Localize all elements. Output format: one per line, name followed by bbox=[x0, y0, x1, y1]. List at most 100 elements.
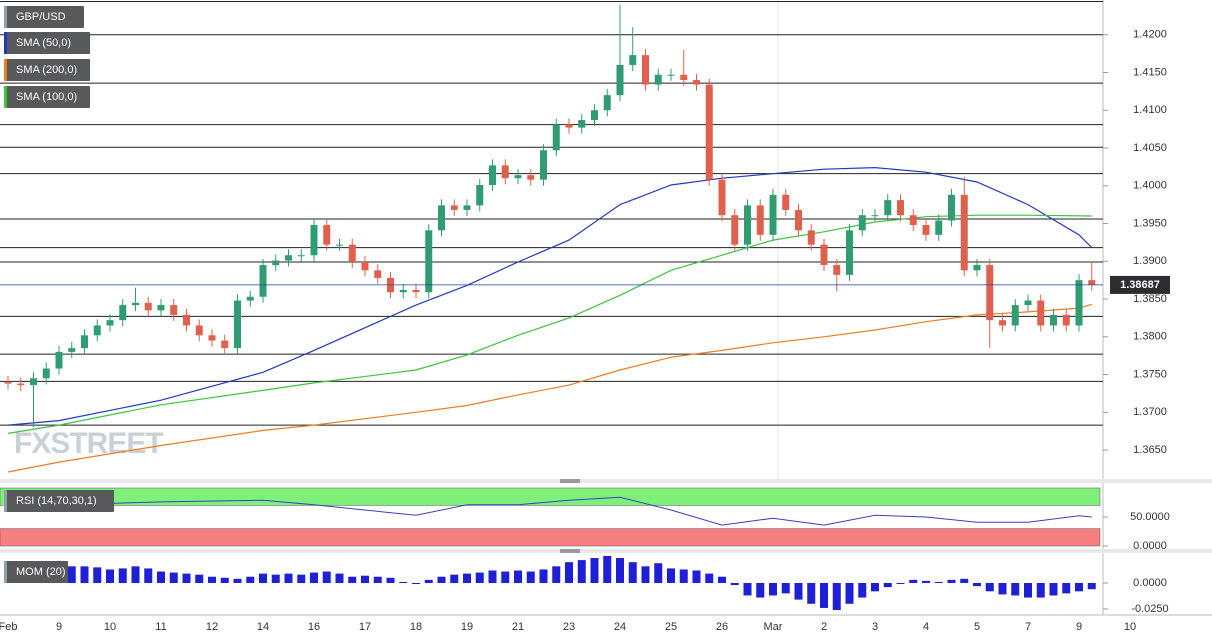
sma-line bbox=[7, 303, 1092, 473]
mom-bar bbox=[756, 582, 765, 598]
y-tick-label: 1.4000 bbox=[1133, 180, 1167, 192]
candle-body bbox=[68, 348, 76, 352]
mom-bar bbox=[182, 573, 191, 583]
mom-bar bbox=[1011, 582, 1020, 596]
candle-body bbox=[999, 320, 1006, 326]
candle-body bbox=[922, 225, 930, 235]
mom-bar bbox=[348, 576, 357, 583]
x-tick-label: 3 bbox=[872, 621, 878, 633]
mom-bar bbox=[208, 576, 216, 583]
y-tick-label: 1.3750 bbox=[1133, 368, 1167, 380]
x-tick-label: 9 bbox=[56, 621, 62, 633]
candle-body bbox=[514, 175, 522, 179]
candle-body bbox=[935, 220, 943, 235]
x-tick-label: 10 bbox=[104, 621, 116, 633]
candle-body bbox=[871, 215, 879, 217]
x-tick-label: 19 bbox=[461, 621, 473, 633]
candle-body bbox=[565, 124, 573, 128]
mom-bar bbox=[67, 566, 76, 583]
mom-bar bbox=[1049, 582, 1058, 596]
candle-body bbox=[680, 74, 688, 81]
legend-box bbox=[4, 490, 114, 512]
mom-bar bbox=[820, 582, 828, 608]
candle-body bbox=[1062, 314, 1070, 326]
mom-bar bbox=[922, 580, 930, 583]
candle-body bbox=[820, 244, 828, 266]
candle-body bbox=[157, 305, 165, 311]
mom-bar bbox=[501, 571, 510, 583]
mom-bar bbox=[577, 560, 586, 583]
mom-bar bbox=[552, 566, 561, 583]
legend-label: SMA (200,0) bbox=[16, 64, 77, 76]
mom-bar bbox=[679, 569, 688, 583]
candle-body bbox=[297, 255, 305, 257]
legend-label: SMA (50,0) bbox=[16, 37, 71, 49]
panel-grip bbox=[560, 479, 580, 483]
legend-swatch bbox=[4, 32, 7, 54]
candle-body bbox=[858, 215, 866, 231]
mom-bar bbox=[424, 579, 433, 583]
candle-body bbox=[399, 289, 407, 293]
mom-bar bbox=[195, 574, 204, 583]
mom-bar bbox=[641, 566, 650, 583]
legend-label: RSI (14,70,30,1) bbox=[16, 495, 97, 507]
mom-bar bbox=[947, 579, 956, 583]
candle-body bbox=[884, 200, 892, 216]
mom-bar bbox=[297, 574, 306, 583]
mom-bar bbox=[845, 582, 854, 604]
mom-bar bbox=[310, 572, 318, 583]
candle-body bbox=[667, 74, 675, 76]
candle-body bbox=[234, 300, 241, 349]
x-tick-label: 14 bbox=[257, 621, 269, 633]
mom-bar bbox=[233, 578, 242, 583]
candle-body bbox=[909, 215, 917, 226]
x-tick-label: 12 bbox=[206, 621, 218, 633]
panel-divider bbox=[0, 549, 1212, 553]
candle-body bbox=[616, 64, 624, 96]
candle-body bbox=[272, 260, 280, 266]
candle-body bbox=[1075, 280, 1083, 326]
candle-body bbox=[81, 335, 88, 349]
rsi-band bbox=[0, 528, 1101, 547]
candle-body bbox=[591, 110, 598, 121]
mom-bar bbox=[769, 582, 777, 596]
y-tick-label: 1.3650 bbox=[1133, 444, 1167, 456]
candle-body bbox=[310, 225, 318, 256]
legend-box bbox=[4, 86, 90, 108]
mom-bar bbox=[93, 567, 102, 583]
mom-bar bbox=[373, 576, 382, 583]
candle-body bbox=[132, 302, 139, 306]
x-tick-label: 4 bbox=[923, 621, 929, 633]
legend-box bbox=[4, 32, 90, 54]
y-tick-label: 0.0000 bbox=[1133, 577, 1167, 589]
candle-body bbox=[55, 351, 63, 369]
x-tick-label: 7 bbox=[1025, 621, 1031, 633]
candle-body bbox=[144, 302, 152, 311]
candle-body bbox=[438, 205, 445, 231]
candle-body bbox=[960, 194, 968, 271]
x-tick-label: 17 bbox=[359, 621, 371, 633]
mom-bar bbox=[437, 576, 446, 583]
last-price-box bbox=[1110, 275, 1170, 294]
sma-line bbox=[7, 166, 1093, 426]
legend-label: SMA (100,0) bbox=[16, 91, 77, 103]
candle-body bbox=[973, 265, 981, 271]
mom-bar bbox=[386, 577, 395, 583]
candle-body bbox=[833, 265, 841, 275]
mom-bar bbox=[794, 582, 803, 600]
legend-label: MOM (20) bbox=[16, 566, 66, 578]
y-tick-label: 1.3800 bbox=[1133, 331, 1167, 343]
legend-box bbox=[4, 6, 84, 28]
x-tick-label: 2 bbox=[821, 621, 827, 633]
mom-bar bbox=[590, 558, 599, 583]
candle-body bbox=[986, 265, 994, 321]
mom-bar bbox=[654, 563, 663, 583]
mom-bar bbox=[934, 581, 943, 583]
candle-body bbox=[795, 209, 802, 231]
mom-bar bbox=[246, 576, 255, 583]
candle-body bbox=[718, 179, 726, 216]
x-tick-label: Mar bbox=[764, 621, 783, 633]
candle-body bbox=[540, 150, 547, 180]
y-tick-label: 50.0000 bbox=[1130, 511, 1170, 523]
